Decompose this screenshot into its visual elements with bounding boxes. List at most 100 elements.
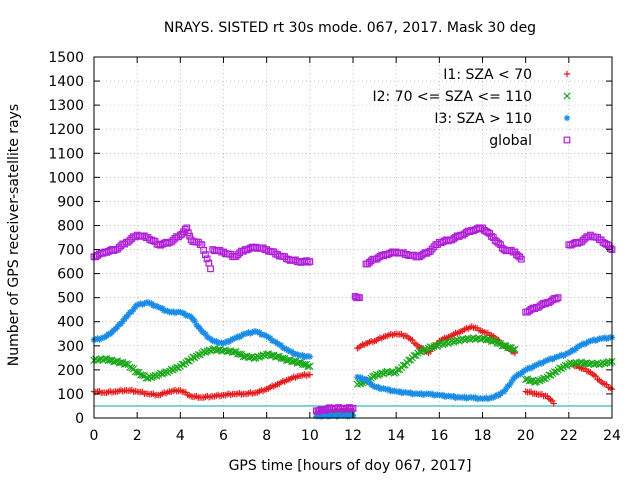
y-tick-label: 200 [57, 363, 84, 379]
data-point [545, 371, 553, 379]
data-point [184, 229, 192, 237]
data-point [304, 362, 312, 371]
y-tick-label: 300 [57, 339, 84, 355]
data-point [121, 240, 128, 248]
data-point [426, 247, 434, 255]
data-point [410, 352, 418, 360]
data-point [218, 248, 226, 256]
y-tick-label: 100 [57, 387, 84, 403]
x-tick-label: 16 [430, 428, 448, 444]
data-point [183, 357, 192, 365]
series-1 [90, 334, 616, 419]
legend-marker [563, 114, 571, 122]
y-tick-label: 1300 [48, 98, 84, 114]
y-tick-label: 0 [75, 411, 84, 427]
legend-marker [563, 136, 571, 144]
data-point [578, 238, 585, 246]
data-point [489, 337, 497, 345]
data-point [581, 235, 589, 242]
data-point [117, 242, 125, 250]
data-point [601, 240, 609, 247]
data-point [547, 396, 554, 403]
x-tick-label: 20 [517, 428, 535, 444]
data-point [552, 295, 560, 303]
data-point [484, 228, 492, 236]
x-tick-label: 10 [301, 428, 319, 444]
data-point [126, 236, 134, 244]
data-point [495, 339, 503, 348]
y-tick-label: 400 [57, 315, 84, 331]
data-point [113, 245, 121, 253]
y-tick-label: 600 [57, 267, 84, 283]
data-point [250, 354, 258, 363]
data-point [117, 359, 125, 367]
data-point [500, 342, 508, 350]
x-tick-label: 12 [344, 428, 362, 444]
data-point [183, 224, 191, 232]
y-axis-label: Number of GPS receiver-satellite rays [6, 104, 22, 366]
data-point [306, 258, 314, 265]
data-point [405, 356, 413, 364]
data-point [497, 241, 504, 249]
data-point [554, 294, 562, 302]
x-tick-label: 18 [474, 428, 492, 444]
data-point [587, 231, 594, 239]
y-tick-label: 900 [57, 194, 84, 210]
data-point [302, 257, 310, 265]
chart-title: NRAYS. SISTED rt 30s mode. 067, 2017. Ma… [164, 20, 536, 36]
y-tick-label: 1000 [48, 170, 84, 186]
data-point [482, 227, 490, 235]
data-point [167, 238, 175, 246]
data-point [126, 363, 134, 371]
y-tick-label: 700 [57, 243, 84, 259]
data-point [531, 378, 539, 386]
x-tick-label: 14 [387, 428, 405, 444]
data-point [606, 245, 614, 252]
legend-label: I2: 70 <= SZA <= 110 [372, 89, 532, 105]
data-point [428, 245, 436, 253]
data-point [511, 345, 519, 354]
series-3 [90, 224, 616, 415]
data-point [412, 253, 420, 261]
y-tick-label: 800 [57, 218, 84, 234]
y-tick-label: 1100 [48, 146, 84, 162]
data-point [200, 246, 208, 254]
series-2 [90, 299, 616, 420]
data-point [290, 357, 298, 366]
data-point [595, 361, 604, 369]
data-point [115, 244, 123, 251]
data-point [550, 368, 559, 376]
data-point [306, 353, 314, 360]
axis-ticks: 0100200300400500600700800900100011001200… [48, 50, 621, 444]
data-point [550, 400, 557, 407]
x-axis-label: GPS time [hours of doy 067, 2017] [229, 458, 472, 474]
data-point [346, 404, 353, 411]
y-tick-label: 1200 [48, 122, 84, 138]
data-point [349, 404, 357, 412]
data-point [527, 377, 535, 385]
data-point [394, 366, 402, 374]
x-tick-label: 0 [90, 428, 99, 444]
data-point [505, 343, 514, 352]
legend-marker [563, 70, 571, 78]
data-point [551, 295, 558, 302]
data-point [484, 336, 492, 344]
legend: I1: SZA < 70 I2: 70 <= SZA <= 110 I3: SZA … [372, 67, 571, 149]
y-tick-label: 1500 [48, 50, 84, 66]
data-point [603, 241, 611, 248]
x-tick-label: 2 [133, 428, 142, 444]
legend-label: global [489, 133, 532, 149]
y-tick-label: 500 [57, 291, 84, 307]
data-point [279, 354, 287, 363]
data-point [423, 249, 431, 257]
data-point [171, 235, 179, 242]
data-point [509, 346, 517, 354]
x-tick-label: 24 [603, 428, 621, 444]
data-point [306, 371, 314, 378]
data-point [178, 360, 186, 368]
data-point [495, 239, 503, 247]
x-tick-label: 22 [560, 428, 578, 444]
data-point [356, 294, 363, 302]
data-point [369, 372, 377, 381]
x-tick-label: 4 [176, 428, 185, 444]
